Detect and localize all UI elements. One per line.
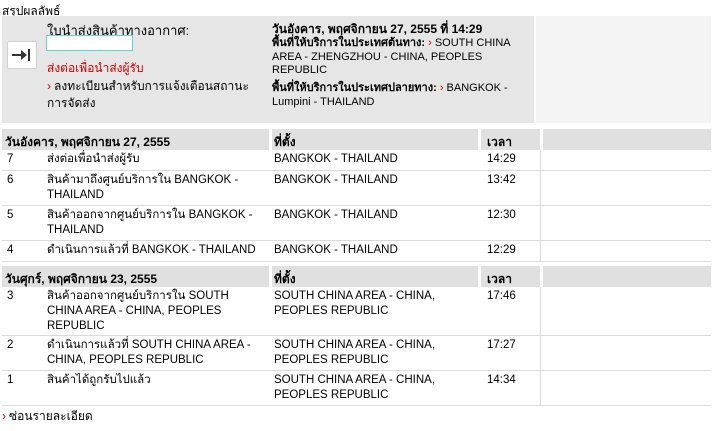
row-location: BANGKOK - THAILAND	[274, 209, 398, 221]
origin-label: พื้นที่ให้บริการในประเทศต้นทาง:	[272, 37, 426, 49]
chevron-right-icon: ›	[428, 37, 432, 49]
row-location: BANGKOK - THAILAND	[274, 244, 398, 256]
summary-filler	[536, 16, 711, 123]
table-row: 2 ดำเนินการแล้วที่ SOUTH CHINA AREA - CH…	[2, 336, 711, 371]
table-row: 6 สินค้ามาถึงศูนย์บริการใน BANGKOK - THA…	[2, 171, 711, 206]
location-column-header: ที่ตั้ง	[274, 135, 296, 149]
ship-date: วันอังคาร, พฤศจิกายน 27, 2555 ที่ 14:29	[272, 22, 483, 36]
row-time: 14:34	[487, 374, 516, 386]
row-time: 12:30	[487, 209, 516, 221]
row-location: SOUTH CHINA AREA - CHINA, PEOPLES REPUBL…	[274, 374, 436, 401]
destination-value: BANGKOK - Lumpini - THAILAND	[272, 82, 508, 108]
table-row: 3 สินค้าออกจากศูนย์บริการใน SOUTH CHINA …	[2, 287, 711, 336]
register-notification-label: ลงทะเบียนสำหรับการแจ้งเตือนสถานะการจัดส่…	[47, 79, 249, 110]
row-time: 17:46	[487, 290, 516, 302]
origin-value: SOUTH CHINA AREA - ZHENGZHOU - CHINA, PE…	[272, 37, 511, 76]
row-time: 14:29	[487, 153, 516, 165]
chevron-right-icon: ›	[439, 82, 444, 94]
row-activity: สินค้าได้ถูกรับไปแล้ว	[47, 374, 151, 386]
table-row: 5 สินค้าออกจากศูนย์บริการใน BANGKOK - TH…	[2, 206, 711, 241]
product-type-label: ใบนำส่งสินค้าทางอากาศ:	[47, 23, 190, 38]
row-activity: สินค้ามาถึงศูนย์บริการใน BANGKOK - THAIL…	[47, 174, 239, 201]
row-location: BANGKOK - THAILAND	[274, 153, 398, 165]
row-time: 17:27	[487, 339, 516, 351]
tracking-number-field[interactable]	[46, 35, 133, 51]
group-date: วันอังคาร, พฤศจิกายน 27, 2555	[5, 135, 170, 149]
table-row: 4 ดำเนินการแล้วที่ BANGKOK - THAILAND BA…	[2, 241, 711, 262]
row-number: 6	[7, 174, 14, 186]
arrow-to-bar-icon	[12, 49, 30, 61]
row-activity: สินค้าออกจากศูนย์บริการใน BANGKOK - THAI…	[47, 209, 253, 236]
row-time: 13:42	[487, 174, 516, 186]
shipment-status: ส่งต่อเพื่อนำส่งผู้รับ	[47, 61, 144, 75]
table-row: 7 ส่งต่อเพื่อนำส่งผู้รับ BANGKOK - THAIL…	[2, 150, 711, 171]
page-title: สรุปผลลัพธ์	[2, 4, 61, 18]
shipment-summary: ใบนำส่งสินค้าทางอากาศ: ส่งต่อเพื่อนำส่งผ…	[2, 16, 534, 123]
row-number: 7	[7, 153, 14, 165]
row-number: 3	[7, 290, 14, 302]
hide-details-label: ซ่อนรายละเอียด	[9, 409, 93, 423]
row-activity: ส่งต่อเพื่อนำส่งผู้รับ	[47, 153, 140, 165]
date-group-header: วันอังคาร, พฤศจิกายน 27, 2555 ที่ตั้ง เว…	[2, 128, 711, 150]
row-number: 1	[7, 374, 14, 386]
chevron-right-icon: ›	[47, 79, 51, 93]
row-location: BANGKOK - THAILAND	[274, 174, 398, 186]
group-date: วันศุกร์, พฤศจิกายน 23, 2555	[5, 272, 158, 286]
row-location: SOUTH CHINA AREA - CHINA, PEOPLES REPUBL…	[274, 339, 436, 366]
time-column-header: เวลา	[487, 272, 512, 286]
row-activity: สินค้าออกจากศูนย์บริการใน SOUTH CHINA AR…	[47, 290, 229, 332]
origin-info: พื้นที่ให้บริการในประเทศต้นทาง: › SOUTH C…	[272, 37, 517, 78]
destination-label: พื้นที่ให้บริการในประเทศปลายทาง:	[272, 82, 437, 94]
row-number: 5	[7, 209, 14, 221]
row-activity: ดำเนินการแล้วที่ SOUTH CHINA AREA - CHIN…	[47, 339, 251, 366]
date-group-header: วันศุกร์, พฤศจิกายน 23, 2555 ที่ตั้ง เวล…	[2, 265, 711, 287]
row-activity: ดำเนินการแล้วที่ BANGKOK - THAILAND	[47, 244, 256, 256]
row-number: 4	[7, 244, 14, 256]
register-notification-link[interactable]: › ลงทะเบียนสำหรับการแจ้งเตือนสถานะการจัดส…	[47, 78, 257, 112]
row-time: 12:29	[487, 244, 516, 256]
expand-details-button[interactable]	[7, 41, 37, 69]
row-location: SOUTH CHINA AREA - CHINA, PEOPLES REPUBL…	[274, 290, 436, 317]
chevron-right-icon: ›	[2, 409, 6, 423]
time-column-header: เวลา	[487, 135, 512, 149]
location-column-header: ที่ตั้ง	[274, 272, 296, 286]
destination-info: พื้นที่ให้บริการในประเทศปลายทาง: › BANGKO…	[272, 82, 532, 109]
row-number: 2	[7, 339, 14, 351]
hide-details-link[interactable]: › ซ่อนรายละเอียด	[2, 407, 93, 426]
table-row: 1 สินค้าได้ถูกรับไปแล้ว SOUTH CHINA AREA…	[2, 371, 711, 406]
